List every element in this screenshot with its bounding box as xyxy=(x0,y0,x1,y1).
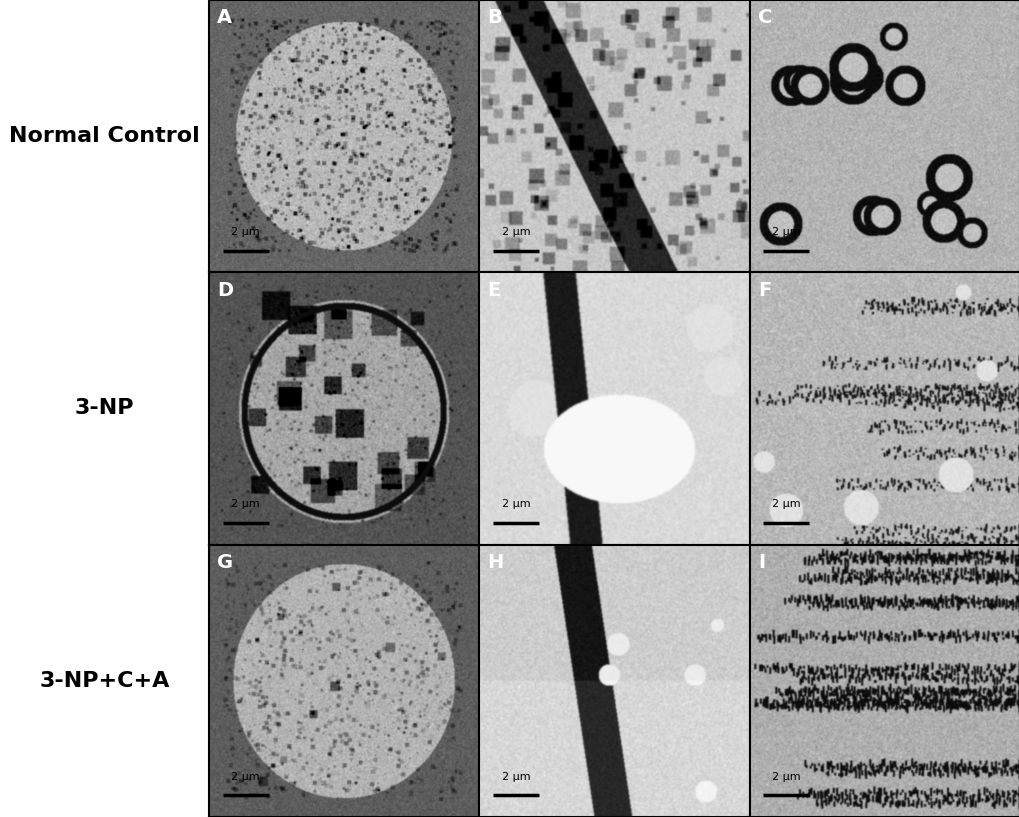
Text: I: I xyxy=(757,553,764,572)
Text: 3-NP+C+A: 3-NP+C+A xyxy=(40,671,169,691)
Text: B: B xyxy=(487,8,501,27)
Text: 2 μm: 2 μm xyxy=(501,771,530,782)
Text: Normal Control: Normal Control xyxy=(9,126,200,146)
Text: 2 μm: 2 μm xyxy=(501,499,530,509)
Text: 2 μm: 2 μm xyxy=(231,771,260,782)
Text: G: G xyxy=(217,553,233,572)
Text: E: E xyxy=(487,280,500,300)
Text: 2 μm: 2 μm xyxy=(231,227,260,237)
Text: 2 μm: 2 μm xyxy=(771,771,800,782)
Text: A: A xyxy=(217,8,232,27)
Text: 2 μm: 2 μm xyxy=(501,227,530,237)
Text: H: H xyxy=(487,553,503,572)
Text: D: D xyxy=(217,280,233,300)
Text: 2 μm: 2 μm xyxy=(231,499,260,509)
Text: 3-NP: 3-NP xyxy=(74,399,135,418)
Text: F: F xyxy=(757,280,770,300)
Text: 2 μm: 2 μm xyxy=(771,499,800,509)
Text: C: C xyxy=(757,8,771,27)
Text: 2 μm: 2 μm xyxy=(771,227,800,237)
